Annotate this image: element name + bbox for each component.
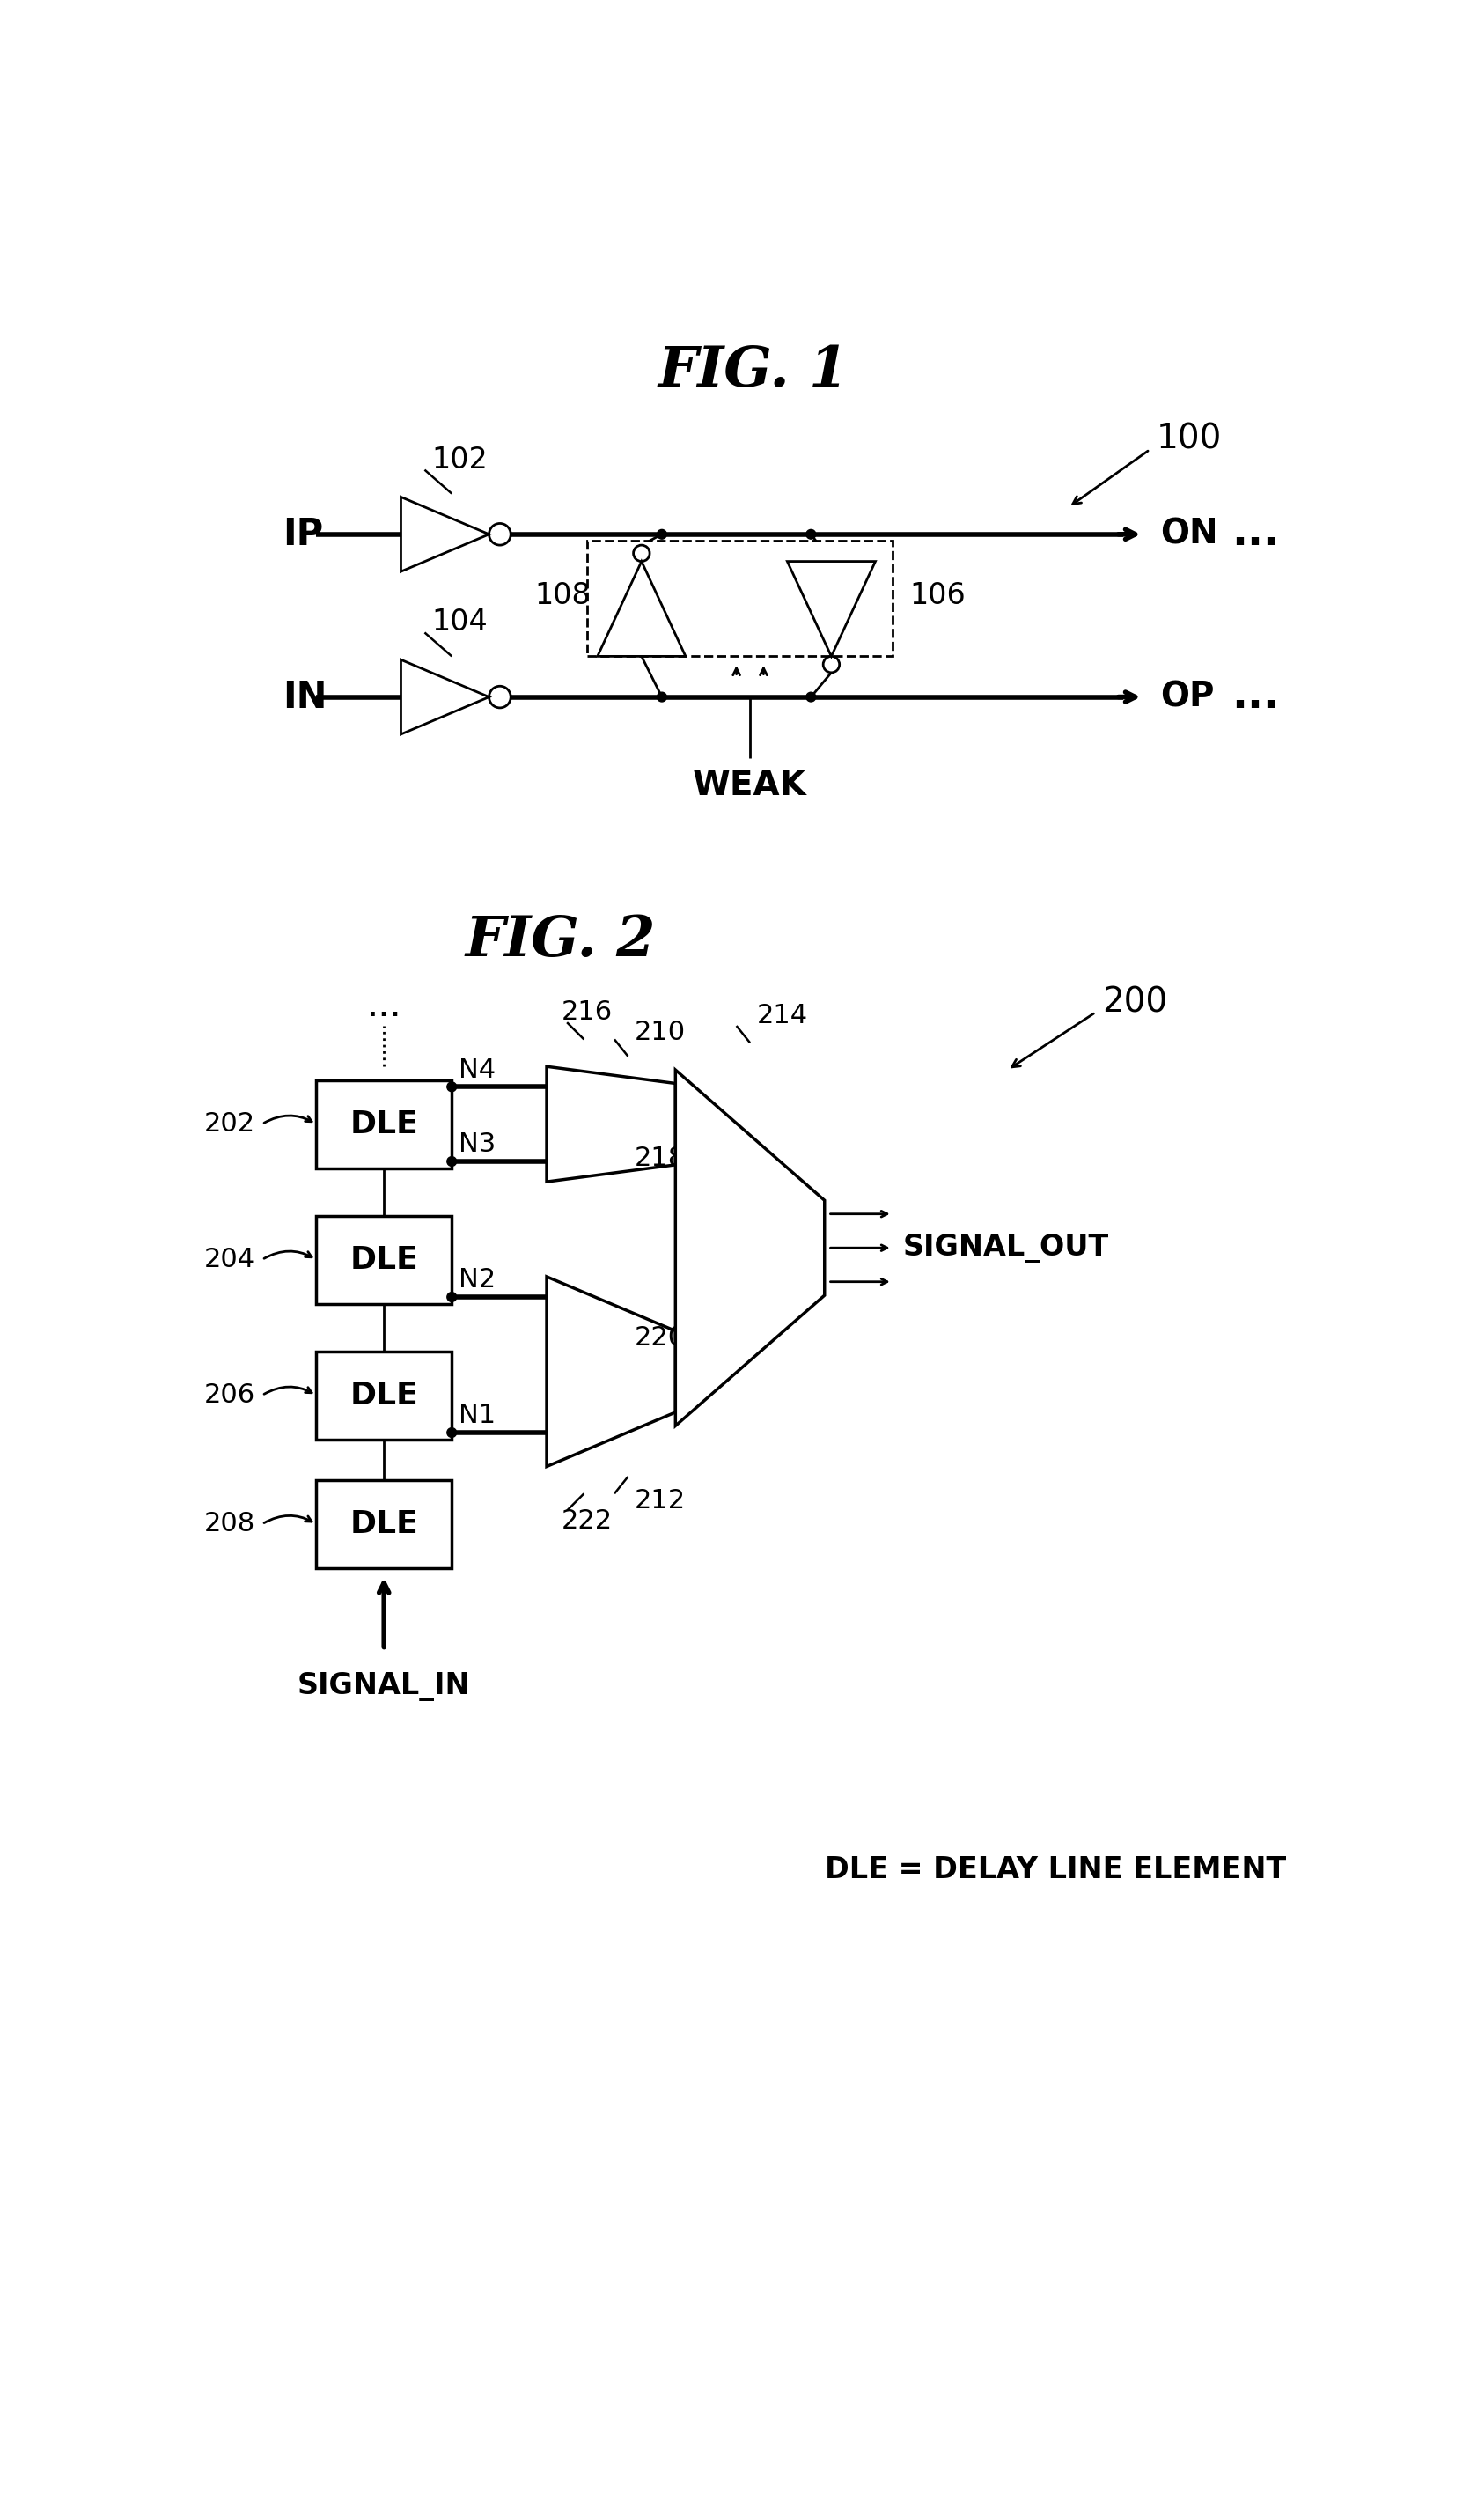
- Bar: [316, 1081, 451, 1169]
- Text: DLE: DLE: [350, 1509, 417, 1540]
- Bar: [316, 1479, 451, 1567]
- Text: 100: 100: [1157, 423, 1222, 456]
- Bar: [588, 542, 892, 655]
- Text: DLE: DLE: [350, 1109, 417, 1139]
- Text: 214: 214: [757, 1003, 809, 1028]
- Text: 202: 202: [204, 1111, 256, 1137]
- Circle shape: [447, 1157, 457, 1167]
- Text: WEAK: WEAK: [692, 769, 807, 801]
- Polygon shape: [401, 496, 490, 572]
- Circle shape: [447, 1081, 457, 1091]
- Text: 218: 218: [635, 1144, 686, 1172]
- Circle shape: [657, 693, 666, 701]
- Text: SIGNAL_IN: SIGNAL_IN: [297, 1673, 470, 1701]
- Text: 222: 222: [562, 1507, 613, 1535]
- Text: FIG. 2: FIG. 2: [465, 915, 656, 968]
- Text: 206: 206: [204, 1383, 256, 1409]
- Circle shape: [447, 1293, 457, 1303]
- Text: ...: ...: [1232, 678, 1279, 716]
- Circle shape: [447, 1429, 457, 1436]
- Polygon shape: [597, 562, 685, 655]
- Text: 106: 106: [910, 580, 966, 610]
- Text: 200: 200: [1102, 985, 1167, 1018]
- Polygon shape: [788, 562, 875, 655]
- Text: 108: 108: [535, 580, 591, 610]
- Text: ...: ...: [366, 988, 401, 1023]
- Text: N3: N3: [459, 1131, 495, 1157]
- Text: 220: 220: [635, 1326, 686, 1351]
- Text: IN: IN: [282, 678, 326, 716]
- Polygon shape: [547, 1066, 675, 1182]
- Circle shape: [806, 529, 816, 539]
- Text: DLE: DLE: [350, 1381, 417, 1411]
- Polygon shape: [675, 1071, 825, 1426]
- Text: 104: 104: [431, 607, 488, 638]
- Circle shape: [806, 693, 816, 701]
- Text: N1: N1: [459, 1404, 495, 1429]
- Text: N4: N4: [459, 1056, 495, 1084]
- Text: 102: 102: [431, 446, 488, 474]
- Bar: [316, 1215, 451, 1303]
- Text: FIG. 1: FIG. 1: [659, 345, 848, 398]
- Text: 204: 204: [204, 1247, 256, 1273]
- Text: 212: 212: [635, 1487, 686, 1512]
- Text: 210: 210: [635, 1021, 686, 1046]
- Text: 208: 208: [204, 1512, 256, 1537]
- Text: OP: OP: [1160, 680, 1214, 713]
- Circle shape: [657, 529, 666, 539]
- Text: SIGNAL_OUT: SIGNAL_OUT: [903, 1232, 1108, 1263]
- Text: ON: ON: [1160, 517, 1217, 552]
- Polygon shape: [547, 1278, 675, 1467]
- Bar: [316, 1351, 451, 1439]
- Text: DLE = DELAY LINE ELEMENT: DLE = DELAY LINE ELEMENT: [825, 1855, 1286, 1885]
- Text: ...: ...: [1232, 514, 1279, 554]
- Text: DLE: DLE: [350, 1245, 417, 1275]
- Polygon shape: [401, 660, 490, 733]
- Text: 216: 216: [562, 1000, 613, 1026]
- Text: N2: N2: [459, 1268, 495, 1293]
- Text: IP: IP: [282, 517, 323, 552]
